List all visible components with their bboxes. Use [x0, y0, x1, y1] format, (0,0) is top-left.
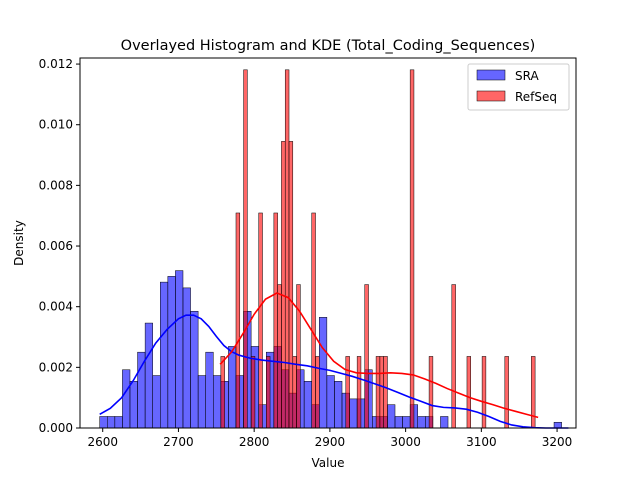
- legend-swatch-refseq: [476, 90, 506, 102]
- refseq-bar: [281, 141, 286, 429]
- y-tick-label: 0.002: [39, 360, 73, 374]
- sra-bar: [129, 381, 138, 429]
- x-tick-label: 2600: [87, 435, 118, 449]
- refseq-bar: [284, 69, 290, 429]
- x-tick-label: 3200: [542, 435, 573, 449]
- y-tick-label: 0.008: [39, 178, 73, 192]
- refseq-bar: [451, 284, 456, 429]
- y-axis-label: Density: [12, 220, 26, 266]
- sra-bar: [349, 398, 358, 429]
- sra-bar: [205, 351, 214, 429]
- sra-kde-line: [99, 314, 569, 429]
- y-tick-label: 0.004: [39, 300, 73, 314]
- y-tick-label: 0.000: [39, 421, 73, 435]
- refseq-bar: [292, 356, 297, 429]
- x-axis-label: Value: [312, 456, 345, 470]
- refseq-bar: [288, 141, 294, 429]
- sra-bar: [144, 322, 153, 429]
- sra-bar: [394, 416, 403, 429]
- x-tick-label: 3100: [466, 435, 497, 449]
- sra-bar: [137, 351, 146, 429]
- refseq-bar: [504, 356, 509, 429]
- refseq-bar: [428, 356, 434, 429]
- refseq-bar: [273, 212, 278, 429]
- refseq-bar: [235, 212, 241, 429]
- sra-bar: [190, 310, 199, 429]
- refseq-bar: [466, 356, 471, 429]
- sra-bar: [228, 346, 237, 429]
- x-tick-label: 2700: [163, 435, 194, 449]
- refseq-bar: [220, 356, 225, 429]
- kde-lines: [99, 292, 569, 429]
- refseq-bar: [277, 284, 282, 429]
- sra-bar: [319, 317, 328, 429]
- y-axis-ticks: 0.000 0.002 0.004 0.006 0.008 0.010 0.012: [39, 57, 80, 435]
- sra-bar: [402, 416, 411, 429]
- legend-label-sra: SRA: [515, 69, 539, 83]
- refseq-bar: [345, 356, 350, 429]
- sra-bar: [114, 416, 123, 429]
- y-tick-label: 0.006: [39, 239, 73, 253]
- sra-bar: [440, 416, 449, 429]
- refseq-bar: [250, 356, 256, 429]
- plot-area: [99, 69, 569, 429]
- sra-bar: [417, 416, 426, 429]
- x-tick-label: 3000: [390, 435, 421, 449]
- refseq-kde-line: [219, 292, 539, 419]
- refseq-bar: [379, 356, 384, 429]
- refseq-bar: [383, 356, 388, 429]
- refseq-bar: [356, 356, 362, 429]
- refseq-bar: [296, 284, 301, 429]
- sra-bar: [213, 375, 222, 429]
- refseq-bars: [220, 69, 536, 429]
- sra-bar: [107, 416, 116, 429]
- legend-label-refseq: RefSeq: [515, 90, 557, 104]
- sra-bar: [160, 281, 169, 429]
- sra-bar: [387, 404, 396, 429]
- x-tick-label: 2800: [239, 435, 270, 449]
- refseq-bar: [481, 356, 487, 429]
- refseq-bar: [311, 212, 316, 429]
- refseq-bar: [364, 284, 369, 429]
- sra-bar: [182, 287, 191, 429]
- refseq-bar: [375, 356, 381, 429]
- plot-frame: [79, 57, 577, 429]
- legend-swatch-sra: [476, 69, 506, 81]
- chart-title: Overlayed Histogram and KDE (Total_Codin…: [121, 38, 536, 54]
- refseq-bar: [258, 212, 263, 429]
- refseq-bar: [531, 356, 536, 429]
- sra-bar: [553, 421, 562, 429]
- x-tick-label: 2900: [315, 435, 346, 449]
- refseq-bar: [266, 356, 271, 429]
- sra-bar: [334, 381, 343, 429]
- sra-bar: [326, 375, 335, 429]
- sra-bar: [175, 270, 184, 429]
- legend: SRA RefSeq: [467, 63, 570, 111]
- sra-bar: [152, 375, 161, 429]
- sra-bar: [303, 381, 312, 429]
- refseq-bar: [243, 69, 248, 429]
- sra-bar: [167, 276, 176, 429]
- x-axis-ticks: 2600 2700 2800 2900 3000 3100 3200: [87, 428, 572, 449]
- sra-bar: [99, 416, 108, 429]
- sra-bar: [122, 369, 131, 429]
- y-tick-label: 0.012: [39, 57, 73, 71]
- sra-bar: [197, 375, 206, 429]
- y-tick-label: 0.010: [39, 118, 73, 132]
